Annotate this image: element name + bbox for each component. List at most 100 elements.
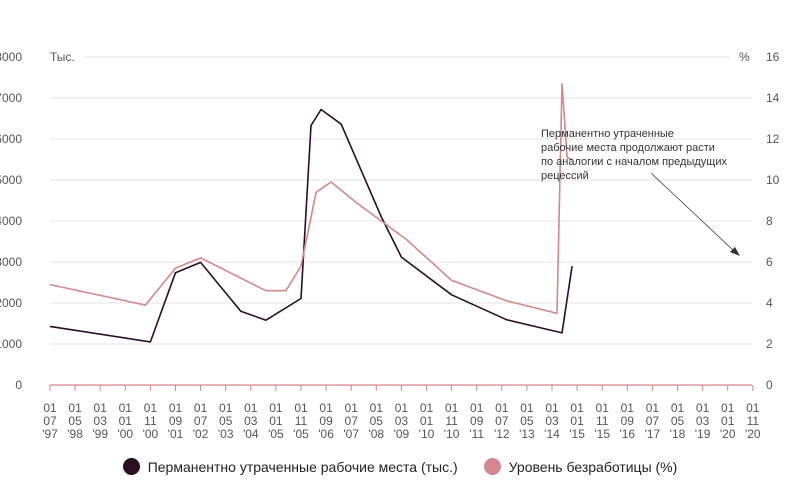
x-tick-label: 01	[470, 401, 484, 415]
x-tick-label: 01	[144, 401, 158, 415]
x-tick-label: '16	[619, 427, 635, 441]
series-line-unemployment-rate	[49, 82, 573, 315]
x-tick-label: 01	[570, 414, 584, 428]
x-tick-label: 01	[570, 401, 584, 415]
x-tick-label: 01	[370, 401, 384, 415]
legend-label-unemployment-rate: Уровень безработицы (%)	[508, 458, 678, 475]
x-tick-label: 01	[294, 401, 308, 415]
right-tick-label: 4	[766, 296, 773, 310]
x-tick-label: '07	[343, 427, 359, 441]
x-tick-label: 11	[747, 414, 760, 428]
right-tick-label: 6	[766, 255, 773, 269]
right-tick-label: 14	[766, 91, 780, 105]
x-tick-label: 11	[144, 414, 157, 428]
x-tick-label: 01	[495, 401, 509, 415]
x-tick-label: 01	[43, 401, 57, 415]
x-tick-label: 05	[68, 414, 82, 428]
x-tick-label: 01	[94, 401, 108, 415]
x-tick-label: '10	[419, 427, 435, 441]
x-tick-label: '13	[519, 427, 535, 441]
series-lines	[49, 82, 573, 343]
x-tick-label: 01	[746, 401, 760, 415]
x-tick-label: 01	[319, 401, 333, 415]
x-tick-label: '01	[168, 427, 184, 441]
x-tick-label: 03	[545, 414, 559, 428]
left-axis-unit: Тыс.	[50, 50, 75, 64]
legend-swatch-unemployment-rate	[483, 458, 501, 475]
left-tick-label: 4000	[0, 214, 22, 228]
x-tick-label: '98	[67, 427, 83, 441]
left-tick-label: 1000	[0, 337, 22, 351]
x-tick-label: 11	[596, 414, 609, 428]
left-tick-label: 7000	[0, 91, 22, 105]
x-tick-label: '00	[143, 427, 159, 441]
annotation-text: рабочие места продолжают расти	[541, 142, 715, 154]
x-tick-label: '14	[544, 427, 560, 441]
x-tick-label: 03	[244, 414, 258, 428]
x-tick-label: '02	[193, 427, 209, 441]
x-tick-label: 01	[269, 414, 283, 428]
x-tick-label: 01	[721, 414, 735, 428]
right-tick-label: 8	[766, 214, 773, 228]
x-tick-label: 05	[671, 414, 685, 428]
x-tick-label: '97	[42, 427, 58, 441]
x-tick-label: 09	[169, 414, 183, 428]
x-tick-label: 01	[545, 401, 559, 415]
x-tick-label: '12	[494, 427, 510, 441]
x-tick-label: '20	[745, 427, 761, 441]
x-tick-label: '15	[569, 427, 585, 441]
right-axis-ticks: 0 2 4 6 8 10 12 14 16	[766, 50, 780, 392]
right-tick-label: 12	[766, 132, 780, 146]
x-tick-label: 01	[646, 401, 660, 415]
right-tick-label: 2	[766, 337, 773, 351]
x-tick-label: '19	[695, 427, 711, 441]
x-tick-label: 09	[621, 414, 635, 428]
x-tick-label: '05	[268, 427, 284, 441]
x-tick-label: 05	[219, 414, 233, 428]
legend-item-permanent-job-losses: Перманентно утраченные рабочие места (ты…	[122, 458, 458, 475]
x-tick-label: '15	[594, 427, 610, 441]
x-tick-label: '18	[670, 427, 686, 441]
x-tick-label: '10	[444, 427, 460, 441]
legend-label-permanent-job-losses: Перманентно утраченные рабочие места (ты…	[147, 458, 458, 475]
x-axis: 0107'970105'980103'990101'000111'000109'…	[42, 384, 761, 441]
x-tick-label: 01	[269, 401, 283, 415]
left-tick-label: 5000	[0, 173, 22, 187]
x-tick-label: 01	[420, 414, 434, 428]
left-tick-label: 8000	[0, 50, 22, 64]
x-tick-label: 01	[169, 401, 183, 415]
legend-item-unemployment-rate: Уровень безработицы (%)	[483, 458, 678, 475]
annotation-arrow-line	[650, 172, 735, 252]
x-tick-label: 01	[445, 401, 459, 415]
left-tick-label: 3000	[0, 255, 22, 269]
left-tick-label: 2000	[0, 296, 22, 310]
right-tick-label: 16	[766, 50, 780, 64]
left-tick-label: 6000	[0, 132, 22, 146]
x-tick-label: 09	[319, 414, 333, 428]
x-tick-label: 01	[219, 401, 233, 415]
x-tick-label: '20	[720, 427, 736, 441]
x-tick-label: 01	[119, 414, 133, 428]
x-tick-label: 11	[445, 414, 458, 428]
x-tick-label: 07	[43, 414, 57, 428]
annotation: Перманентно утраченные рабочие места прод…	[541, 128, 740, 256]
x-tick-label: 01	[721, 401, 735, 415]
x-tick-label: '00	[117, 427, 133, 441]
x-tick-label: 01	[244, 401, 258, 415]
x-tick-label: 01	[621, 401, 635, 415]
x-tick-label: '06	[318, 427, 334, 441]
x-tick-label: 01	[345, 401, 359, 415]
x-tick-label: 07	[495, 414, 509, 428]
x-tick-label: 03	[395, 414, 409, 428]
x-tick-label: 01	[520, 401, 534, 415]
legend-swatch-permanent-job-losses	[122, 458, 140, 475]
x-tick-label: 01	[420, 401, 434, 415]
series-line-permanent-job-losses	[49, 108, 573, 343]
left-tick-label: 0	[15, 378, 22, 392]
x-tick-label: 11	[295, 414, 308, 428]
x-tick-label: 07	[646, 414, 660, 428]
x-tick-label: 01	[696, 401, 710, 415]
x-tick-label: 07	[194, 414, 208, 428]
x-tick-label: 09	[470, 414, 484, 428]
